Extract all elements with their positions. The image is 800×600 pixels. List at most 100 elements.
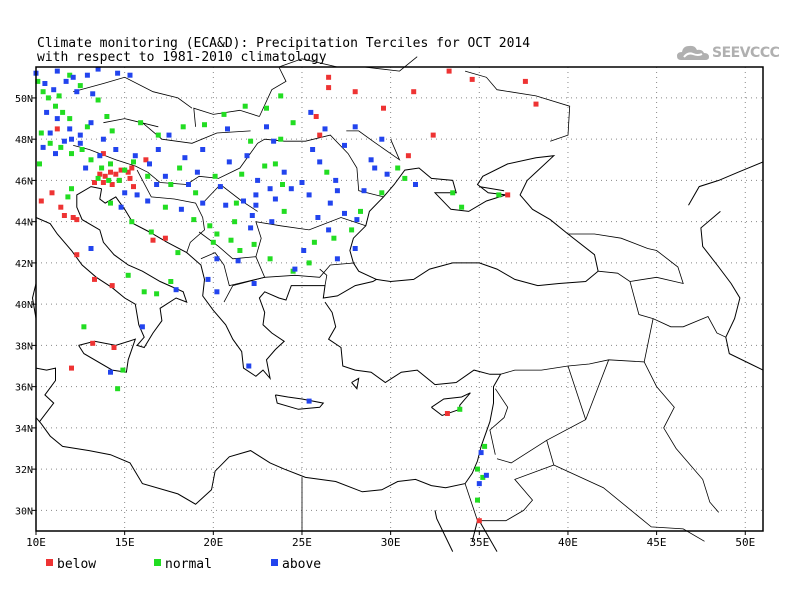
station-normal — [120, 367, 126, 373]
station-normal — [40, 89, 46, 95]
station-normal — [482, 443, 488, 449]
station-normal — [47, 140, 53, 146]
legend-normal: normal — [154, 557, 212, 572]
y-tick-label: 30N — [15, 506, 33, 517]
station-above — [67, 126, 73, 132]
station-above — [334, 188, 340, 194]
station-above — [326, 227, 332, 233]
y-tick-label: 36N — [15, 383, 33, 394]
station-normal — [154, 291, 160, 297]
station-above — [97, 153, 103, 159]
country-border — [567, 365, 587, 420]
country-border — [278, 58, 338, 68]
station-above — [42, 81, 48, 86]
station-normal — [214, 231, 220, 237]
station-above — [155, 147, 161, 152]
station-above — [90, 91, 96, 97]
station-above — [166, 132, 172, 138]
x-tick-label: 10E — [26, 536, 46, 549]
x-tick-label: 35E — [469, 536, 489, 549]
station-normal — [131, 159, 136, 165]
map-frame — [35, 66, 764, 532]
station-above — [54, 116, 60, 122]
station-above — [134, 192, 140, 198]
station-above — [162, 173, 168, 179]
station-below — [102, 173, 108, 179]
station-above — [139, 324, 145, 330]
coastline — [478, 520, 498, 552]
station-above — [223, 202, 229, 208]
station-below — [109, 182, 115, 187]
x-tick-label: 45E — [647, 536, 667, 549]
station-above — [226, 159, 232, 165]
station-above — [269, 219, 275, 225]
station-normal — [109, 128, 115, 134]
station-above — [69, 136, 74, 142]
station-normal — [191, 217, 197, 223]
station-normal — [272, 161, 278, 167]
station-above — [147, 161, 152, 167]
station-above — [334, 256, 340, 262]
country-border — [319, 268, 328, 286]
country-border — [479, 359, 610, 522]
station-above — [327, 200, 333, 206]
station-above — [53, 151, 58, 157]
country-border — [223, 262, 356, 303]
station-above — [113, 147, 119, 152]
station-normal — [60, 109, 66, 115]
station-above — [77, 132, 83, 138]
station-normal — [168, 182, 174, 187]
station-above — [44, 109, 50, 115]
station-below — [108, 169, 113, 175]
station-normal — [210, 239, 216, 245]
station-above — [63, 78, 69, 84]
station-below — [74, 252, 80, 258]
station-above — [51, 87, 57, 93]
coastline — [351, 377, 360, 390]
station-below — [92, 276, 97, 282]
station-normal — [84, 124, 90, 130]
station-normal — [233, 200, 239, 206]
station-below — [162, 235, 168, 241]
station-above — [88, 246, 94, 251]
station-normal — [145, 173, 151, 179]
station-above — [272, 196, 278, 202]
coastline — [35, 301, 502, 505]
country-border — [464, 483, 478, 521]
station-below — [118, 167, 124, 173]
country-border — [73, 76, 193, 109]
y-tick-label: 44N — [15, 218, 33, 229]
country-border — [496, 439, 547, 464]
station-below — [446, 68, 452, 74]
station-below — [92, 180, 97, 185]
station-normal — [77, 83, 83, 89]
station-above — [384, 171, 390, 177]
station-normal — [232, 219, 238, 225]
station-above — [70, 74, 76, 80]
station-normal — [202, 122, 207, 128]
station-normal — [475, 466, 480, 472]
station-below — [317, 132, 323, 138]
station-normal — [81, 324, 87, 330]
station-normal — [239, 171, 245, 177]
y-tick-label: 46N — [15, 176, 33, 187]
station-above — [100, 136, 106, 142]
map-subtitle: with respect to 1981-2010 climatology — [37, 50, 327, 65]
station-above — [214, 256, 220, 262]
station-above — [244, 153, 250, 159]
station-below — [125, 169, 131, 175]
station-above — [173, 287, 179, 293]
station-normal — [58, 144, 64, 150]
station-normal — [262, 163, 268, 169]
station-normal — [480, 474, 486, 480]
station-normal — [248, 138, 254, 144]
station-above — [194, 169, 200, 175]
station-normal — [115, 386, 121, 392]
station-below — [129, 165, 135, 171]
station-below — [326, 74, 332, 80]
station-normal — [459, 204, 465, 210]
station-above — [74, 89, 80, 95]
station-above — [178, 206, 184, 212]
station-above — [352, 124, 358, 130]
